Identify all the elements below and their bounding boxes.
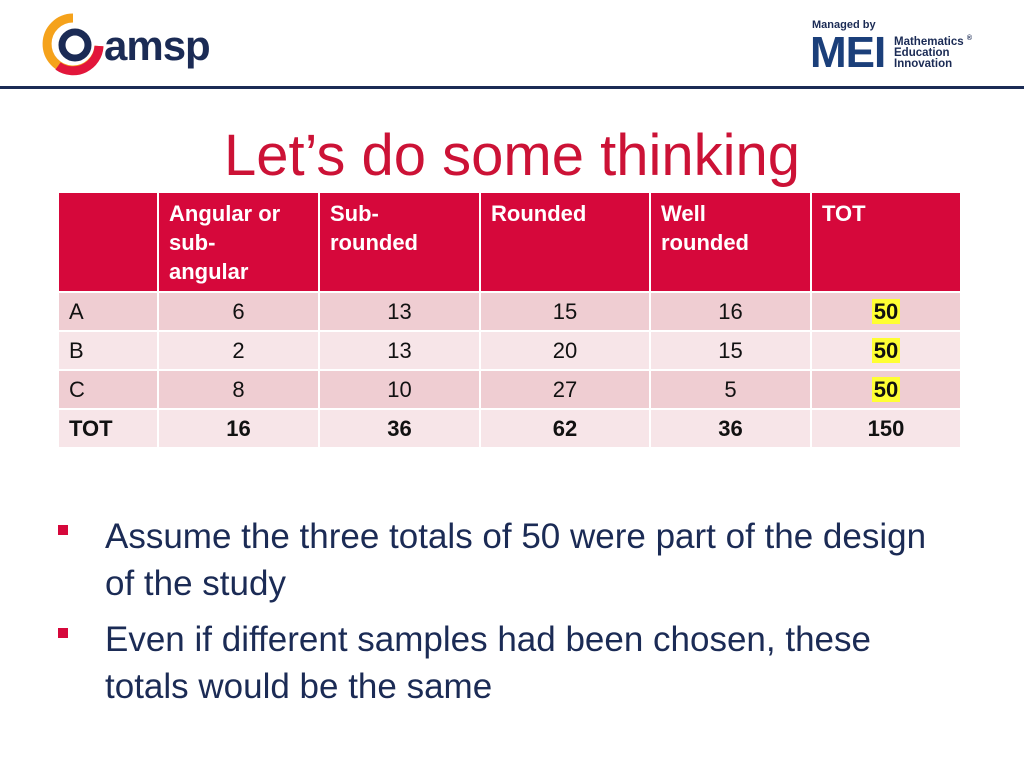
data-table: Angular or sub-angular Sub-rounded Rounded… <box>57 191 962 449</box>
table-cell: 15 <box>649 330 812 371</box>
table-row: TOT 16 36 62 36 150 <box>57 408 962 449</box>
table-cell: 50 <box>810 369 962 410</box>
table-cell: 5 <box>649 369 812 410</box>
table-cell: 2 <box>157 330 320 371</box>
table-row: C 8 10 27 5 50 <box>57 369 962 410</box>
header-cell: Sub-rounded <box>318 191 481 293</box>
header-text: Rounded <box>491 201 587 226</box>
tagline-line: Mathematics ® <box>894 33 972 48</box>
amsp-icon <box>42 13 104 76</box>
table-cell: 13 <box>318 291 481 332</box>
header-rule <box>0 86 1024 89</box>
slide-title: Let’s do some thinking <box>223 123 801 188</box>
table-cell: 50 <box>810 330 962 371</box>
highlighted-total: 50 <box>871 376 901 402</box>
mei-logo: MEI <box>810 28 886 77</box>
highlighted-total: 50 <box>871 298 901 324</box>
table-row: B 2 13 20 15 50 <box>57 330 962 371</box>
amsp-logo-text: amsp <box>104 22 211 69</box>
table-cell: 62 <box>479 408 651 449</box>
header-cell: Angular or sub-angular <box>157 191 320 293</box>
table-cell: 10 <box>318 369 481 410</box>
table-cell: 16 <box>157 408 320 449</box>
table-cell: B <box>57 330 159 371</box>
bullet-text: Assume the three totals of 50 were part … <box>105 517 927 603</box>
table-row: A 6 13 15 16 50 <box>57 291 962 332</box>
bullet-text: Even if different samples had been chose… <box>105 620 871 706</box>
header-cell: Rounded <box>479 191 651 293</box>
table-cell: 8 <box>157 369 320 410</box>
table-cell: 36 <box>318 408 481 449</box>
tagline-line: Innovation <box>894 57 953 70</box>
header-cell <box>57 191 159 293</box>
registered: ® <box>966 35 973 42</box>
table-cell: 36 <box>649 408 812 449</box>
table-cell: C <box>57 369 159 410</box>
table-cell: 150 <box>810 408 962 449</box>
tagline: Mathematics ® Education Innovation <box>894 33 972 70</box>
highlighted-total: 50 <box>871 337 901 363</box>
table-cell: TOT <box>57 408 159 449</box>
tagline-line: Education <box>894 46 950 59</box>
header-cell: Well rounded <box>649 191 812 293</box>
header-text: TOT <box>822 201 866 226</box>
header-text: Well rounded <box>661 201 749 255</box>
table-cell: 20 <box>479 330 651 371</box>
header-cell: TOT <box>810 191 962 293</box>
table-cell: 16 <box>649 291 812 332</box>
table-cell: 15 <box>479 291 651 332</box>
bullet-marker <box>58 628 68 638</box>
managed-by: Managed by <box>812 19 876 31</box>
table-cell: 6 <box>157 291 320 332</box>
table-cell: A <box>57 291 159 332</box>
table-cell: 27 <box>479 369 651 410</box>
tagline-word: Mathematics <box>894 35 964 48</box>
header-text: Angular or sub-angular <box>169 201 281 284</box>
table-cell: 50 <box>810 291 962 332</box>
header-row: Angular or sub-angular Sub-rounded Rounded… <box>57 191 962 293</box>
bullet-marker <box>58 525 68 535</box>
table-cell: 13 <box>318 330 481 371</box>
header-text: Sub-rounded <box>330 201 418 255</box>
